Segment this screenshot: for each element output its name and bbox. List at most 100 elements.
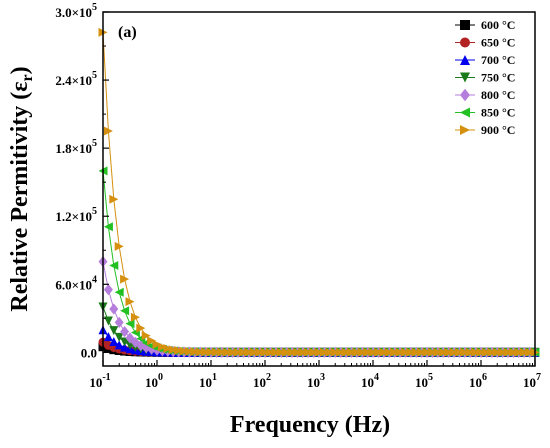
data-point (336, 347, 346, 357)
x-tick-label: 105 (415, 372, 433, 390)
data-point (363, 347, 373, 357)
data-point (384, 347, 394, 357)
x-tick-label: 102 (253, 372, 271, 390)
data-point (125, 319, 135, 329)
data-point (395, 347, 405, 357)
x-tick-exponent: 1 (212, 372, 217, 383)
series-line (102, 170, 535, 353)
data-point (244, 347, 254, 357)
data-marks (98, 27, 540, 359)
data-point (422, 347, 432, 357)
data-point (238, 347, 248, 357)
data-point (201, 347, 211, 357)
data-point (368, 347, 378, 357)
y-tick-exponent: 5 (92, 70, 97, 81)
data-point (319, 347, 329, 357)
data-point (309, 347, 319, 357)
legend-item: 600 °C (455, 18, 515, 32)
legend-marker (460, 20, 470, 30)
data-point (184, 347, 194, 357)
legend-item: 700 °C (455, 53, 515, 67)
data-point (228, 347, 238, 357)
legend-item: 650 °C (455, 36, 515, 50)
legend-label: 800 °C (481, 88, 515, 102)
y-tick-exponent: 4 (92, 274, 97, 285)
x-tick-exponent: -1 (102, 372, 110, 383)
data-point (503, 347, 513, 357)
x-tick-exponent: 4 (374, 372, 379, 383)
legend-item: 850 °C (455, 106, 515, 120)
data-point (125, 297, 135, 307)
data-point (147, 336, 157, 346)
data-point (168, 345, 178, 355)
data-point (109, 194, 119, 204)
data-point (460, 347, 470, 357)
x-tick-exponent: 5 (428, 372, 433, 383)
series-850 °C (98, 166, 540, 357)
data-point (120, 274, 130, 284)
y-tick-exponent: 5 (92, 138, 97, 149)
series-line (102, 261, 535, 353)
data-point (103, 332, 113, 342)
legend-marker (460, 55, 470, 65)
data-point (487, 347, 497, 357)
data-point (211, 347, 221, 357)
y-axis-title-subscript: r (19, 74, 36, 81)
data-point (130, 312, 140, 322)
data-point (330, 347, 340, 357)
data-point (498, 347, 508, 357)
y-tick-label: 0.0 (81, 345, 97, 360)
y-tick-label: 2.4×105 (55, 70, 97, 88)
data-point (292, 347, 302, 357)
y-axis-title-close: ) (7, 66, 33, 74)
data-point (114, 340, 124, 350)
data-point (379, 347, 389, 357)
x-tick-exponent: 3 (320, 372, 325, 383)
data-point (271, 347, 281, 357)
data-point (525, 347, 535, 357)
plot-frame (102, 11, 536, 367)
data-point (449, 347, 459, 357)
data-point (120, 342, 130, 352)
data-point (206, 347, 216, 357)
data-point (465, 347, 475, 357)
data-point (255, 347, 265, 357)
data-point (352, 347, 362, 357)
data-point (103, 126, 113, 136)
data-point (373, 347, 383, 357)
data-point (114, 241, 124, 251)
data-point (444, 347, 454, 357)
data-point (514, 347, 524, 357)
data-point (438, 347, 448, 357)
series-line (102, 306, 535, 353)
axis-ticks: 10-1 100 101 102 103 104 105 106 1070.06.0×1041.… (55, 2, 541, 390)
x-tick-label: 101 (199, 372, 217, 390)
data-point (103, 316, 113, 326)
data-point (222, 347, 232, 357)
data-point (136, 323, 146, 333)
data-point (265, 347, 275, 357)
x-tick-label: 107 (523, 372, 541, 390)
data-point (325, 347, 335, 357)
data-point (476, 347, 486, 357)
data-point (390, 347, 400, 357)
data-point (346, 347, 356, 357)
data-point (433, 347, 443, 357)
x-tick-exponent: 6 (482, 372, 487, 383)
x-tick-exponent: 0 (158, 372, 163, 383)
data-point (152, 339, 162, 349)
legend-marker (460, 37, 470, 48)
y-tick-label: 3.0×105 (55, 2, 97, 20)
data-point (303, 347, 313, 357)
y-tick-exponent: 5 (92, 2, 97, 13)
legend-label: 600 °C (481, 18, 515, 32)
data-point (260, 347, 270, 357)
y-tick-label: 1.8×105 (55, 138, 97, 156)
x-tick-label: 10-1 (89, 372, 110, 390)
data-point (217, 347, 227, 357)
data-point (314, 347, 324, 357)
data-point (163, 344, 173, 354)
legend-label: 700 °C (481, 53, 515, 67)
data-point (174, 346, 184, 356)
x-tick-label: 100 (145, 372, 163, 390)
